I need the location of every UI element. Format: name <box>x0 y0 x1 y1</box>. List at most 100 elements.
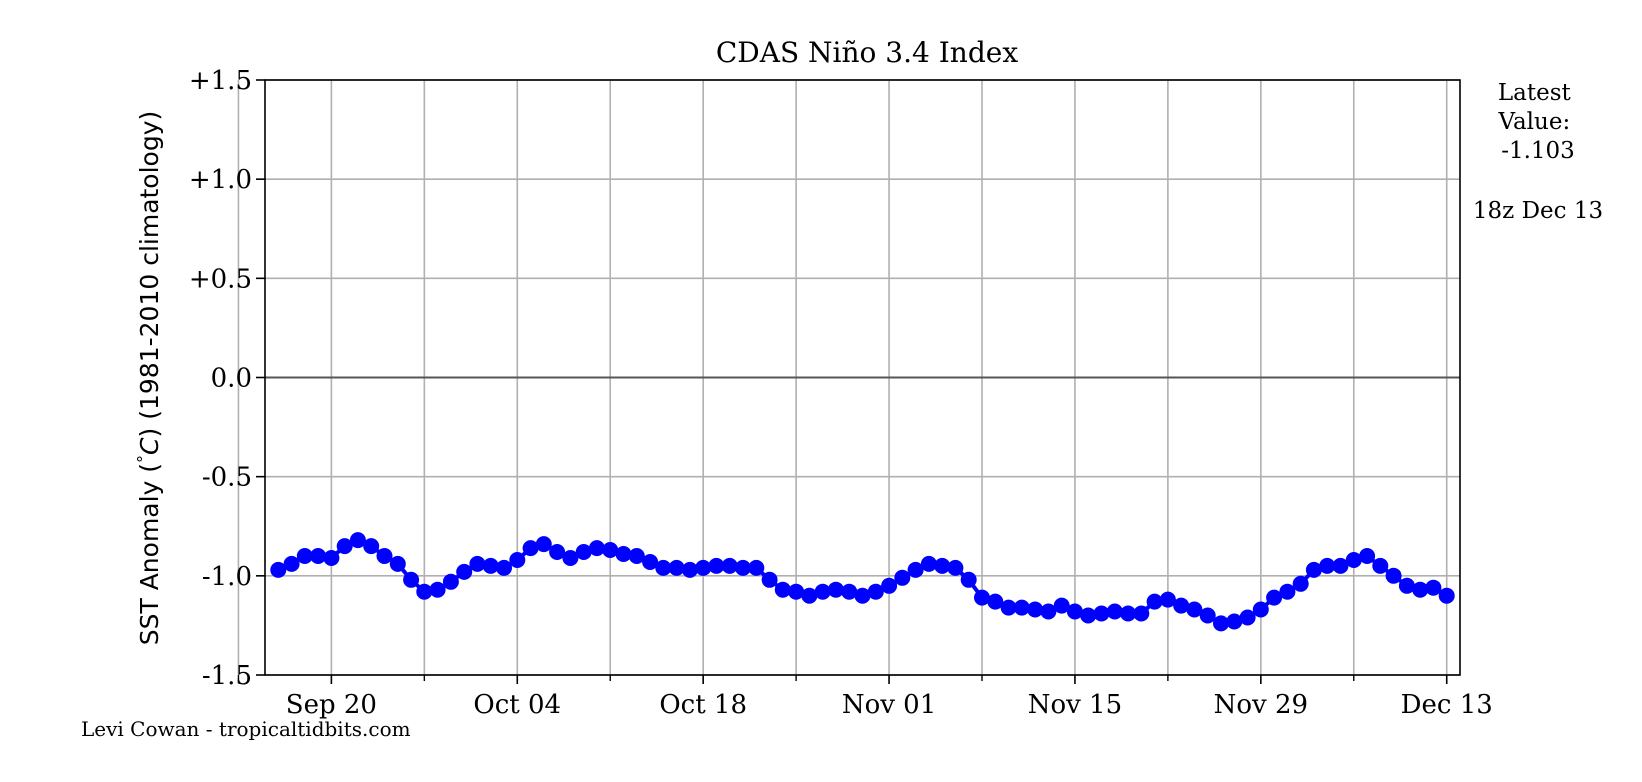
data-point <box>323 550 340 566</box>
data-point <box>1319 557 1336 574</box>
latest-line-2: Value: <box>1497 109 1570 135</box>
y-tick-label: 0.0 <box>211 364 252 394</box>
data-point <box>814 583 831 600</box>
x-tick-label: Oct 04 <box>473 690 561 720</box>
data-point <box>1040 603 1057 620</box>
data-point <box>894 569 911 586</box>
data-point <box>1438 587 1455 604</box>
data-point <box>296 548 313 564</box>
data-point <box>270 561 287 578</box>
data-point <box>947 559 964 576</box>
data-point <box>1292 575 1309 592</box>
data-point <box>1305 561 1322 578</box>
data-point <box>310 548 327 564</box>
data-point <box>482 557 499 574</box>
data-point <box>403 571 420 588</box>
data-point <box>1080 607 1097 624</box>
data-point <box>363 538 380 555</box>
data-point <box>642 554 659 570</box>
data-point <box>1186 601 1203 618</box>
data-point <box>389 555 406 572</box>
x-axis-ticks: Sep 20 Oct 04 Oct 18 Nov 01 Nov 15 Nov 29 Dec … <box>237 675 1493 720</box>
data-point <box>721 557 738 574</box>
data-point <box>681 561 698 578</box>
data-point <box>416 583 433 600</box>
data-point <box>788 583 805 600</box>
data-point <box>628 548 645 564</box>
data-point <box>841 583 858 600</box>
y-axis-label: SST Anomaly (°C) (1981-2010 climatology) <box>134 111 165 646</box>
x-tick-label: Sep 20 <box>286 690 377 720</box>
y-tick-label: +1.0 <box>189 165 252 195</box>
data-point <box>1106 603 1123 620</box>
x-tick-label: Nov 01 <box>842 690 936 720</box>
data-point <box>761 571 778 588</box>
data-point <box>575 544 592 560</box>
data-point <box>934 557 951 574</box>
data-point <box>695 559 712 576</box>
data-point <box>1159 591 1176 608</box>
chart-title: CDAS Niño 3.4 Index <box>716 36 1018 69</box>
y-tick-label: -0.5 <box>202 463 252 493</box>
data-point <box>735 559 751 576</box>
data-point <box>1412 581 1429 598</box>
data-point <box>881 577 898 594</box>
y-axis-label-unit: C <box>135 437 164 455</box>
data-point <box>336 538 353 555</box>
latest-line-3: -1.103 <box>1501 138 1575 164</box>
data-point <box>549 544 566 560</box>
latest-time-label: 18z Dec 13 <box>1473 198 1603 224</box>
data-point <box>509 552 526 568</box>
data-point <box>1252 601 1269 618</box>
data-point <box>1066 603 1083 620</box>
data-point <box>1279 583 1296 600</box>
data-point <box>588 540 605 557</box>
data-point <box>1385 567 1402 584</box>
y-tick-label: -1.0 <box>202 562 252 592</box>
data-point <box>1013 599 1030 616</box>
data-point <box>668 559 685 576</box>
y-tick-label: +1.5 <box>189 66 252 96</box>
data-point <box>469 555 486 572</box>
data-point <box>907 561 924 578</box>
data-point <box>562 550 579 566</box>
data-point <box>535 536 552 553</box>
latest-value-label: Latest Value: -1.103 <box>1497 80 1578 164</box>
y-tick-label: +0.5 <box>189 264 252 294</box>
credit-text: Levi Cowan - tropicaltidbits.com <box>81 717 411 741</box>
data-point <box>1199 607 1216 624</box>
data-point <box>496 559 512 576</box>
x-tick-label: Oct 18 <box>659 690 747 720</box>
data-point <box>960 571 977 588</box>
data-point <box>456 563 473 580</box>
data-point <box>801 587 818 604</box>
x-tick-label: Nov 15 <box>1028 690 1122 720</box>
y-axis-ticks: +1.5 +1.0 +0.5 0.0 -0.5 -1.0 -1.5 <box>189 66 265 691</box>
data-point <box>1359 548 1376 564</box>
data-point <box>920 555 937 572</box>
data-point <box>1027 601 1044 618</box>
data-point <box>602 542 619 558</box>
data-point <box>1266 589 1283 606</box>
data-point <box>349 532 366 549</box>
data-point <box>1053 597 1070 614</box>
x-tick-label: Nov 29 <box>1214 690 1308 720</box>
data-point <box>854 587 871 604</box>
data-point <box>1000 599 1017 616</box>
data-point <box>283 555 300 572</box>
data-point <box>748 559 765 576</box>
data-point <box>1120 605 1137 622</box>
series-layer <box>270 532 1455 632</box>
data-point <box>827 581 844 598</box>
data-point <box>1213 615 1229 632</box>
data-point <box>987 593 1004 610</box>
latest-line-1: Latest <box>1498 80 1572 106</box>
data-point <box>1372 557 1389 574</box>
data-point <box>429 581 446 598</box>
data-point <box>1239 609 1256 626</box>
data-point <box>615 546 632 562</box>
data-point <box>974 589 990 606</box>
data-point <box>867 583 884 600</box>
y-axis-label-prefix: SST Anomaly ( <box>135 463 164 645</box>
